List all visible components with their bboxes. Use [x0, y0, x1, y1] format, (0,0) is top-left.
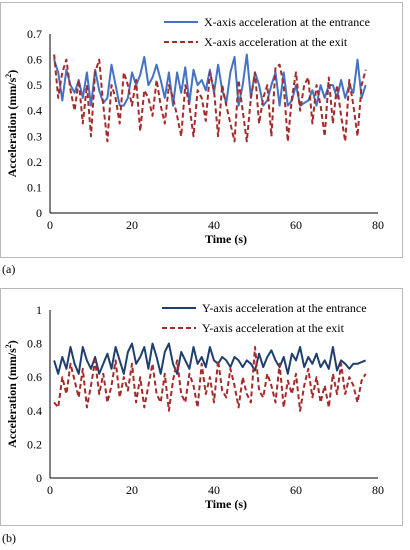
y-axis-title: Acceleration (mm/s2) — [4, 70, 19, 178]
x-tick-label: 0 — [47, 483, 53, 497]
y-tick-label: 0 — [36, 206, 42, 220]
x-tick-label: 60 — [290, 218, 302, 232]
chart-a: 0 0.1 0.2 0.3 0.4 0.5 0.6 0.7 0 20 40 60 80 Time (s) A… — [4, 15, 384, 246]
y-tick-label: 0.4 — [27, 104, 42, 118]
legend-label-2: Y-axis acceleration at the exit — [202, 321, 345, 335]
panel-label-a: (a) — [2, 262, 16, 276]
series-line-2 — [53, 346, 367, 412]
y-tick-label: 0.2 — [27, 437, 42, 451]
y-tick-label: 0.2 — [27, 155, 42, 169]
y-tick-label: 1 — [36, 303, 42, 317]
y-tick-label: 0.1 — [27, 180, 42, 194]
chart-b: 0 0.2 0.4 0.6 0.8 1 0 20 40 60 80 Time (s) Accelerat… — [4, 301, 384, 511]
x-tick-label: 80 — [372, 483, 384, 497]
series-line-1 — [53, 53, 367, 107]
panel-label-b: (b) — [2, 531, 16, 545]
y-tick-label: 0.6 — [27, 53, 42, 67]
y-tick-label: 0.3 — [27, 129, 42, 143]
legend-label-1: X-axis acceleration at the entrance — [204, 15, 370, 29]
chart-frame-a — [0, 2, 403, 258]
legend-label-2: X-axis acceleration at the exit — [204, 35, 348, 49]
series-line-1 — [53, 342, 367, 375]
y-tick-label: 0.5 — [27, 78, 42, 92]
y-tick-label: 0.6 — [27, 370, 42, 384]
series-line-2 — [53, 54, 367, 143]
legend-label-1: Y-axis acceleration at the entrance — [202, 301, 367, 315]
y-tick-label: 0 — [36, 471, 42, 485]
chart-frame-b — [0, 288, 403, 526]
x-tick-label: 20 — [126, 483, 138, 497]
x-tick-label: 80 — [372, 218, 384, 232]
y-tick-label: 0.8 — [27, 337, 42, 351]
x-tick-label: 0 — [47, 218, 53, 232]
x-tick-label: 60 — [290, 483, 302, 497]
x-tick-label: 40 — [208, 218, 220, 232]
y-tick-label: 0.4 — [27, 404, 42, 418]
y-axis-title: Acceleration (mm/s2) — [4, 340, 19, 448]
x-axis-title: Time (s) — [205, 232, 247, 246]
y-tick-label: 0.7 — [27, 27, 42, 41]
x-tick-label: 20 — [126, 218, 138, 232]
x-axis-title: Time (s) — [205, 497, 247, 511]
x-tick-label: 40 — [208, 483, 220, 497]
